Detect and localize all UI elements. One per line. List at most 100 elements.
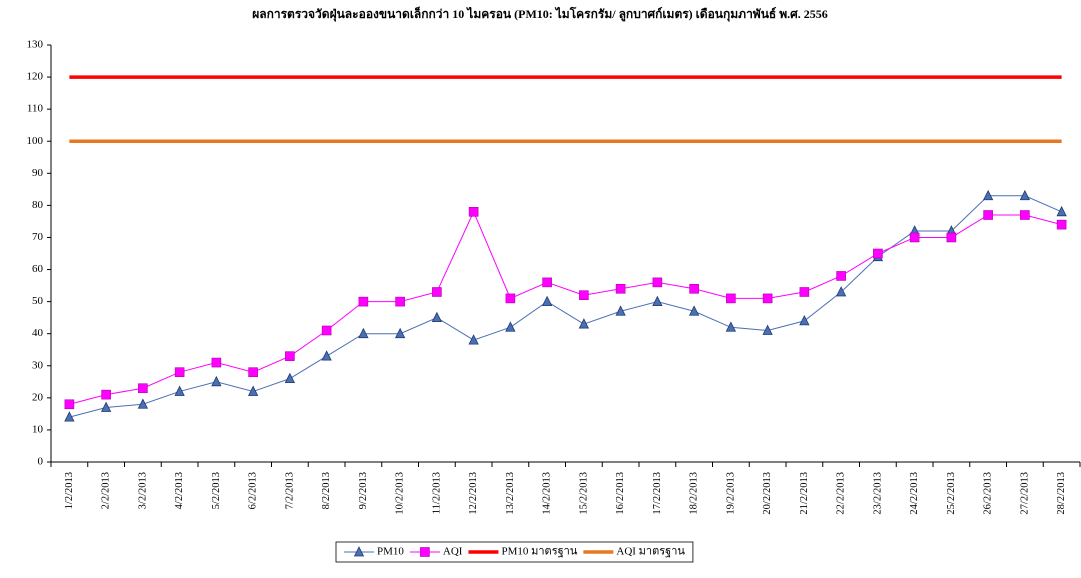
y-tick-label: 120 xyxy=(27,71,44,83)
point xyxy=(138,383,148,394)
point xyxy=(468,207,479,217)
point xyxy=(873,248,883,259)
point xyxy=(726,293,736,304)
point xyxy=(394,327,406,339)
point xyxy=(64,399,75,410)
x-tick-label: 18/2/2013 xyxy=(689,472,700,515)
x-tick-label: 28/2/2013 xyxy=(1056,472,1067,515)
chart-title: ผลการตรวจวัดฝุ่นละอองขนาดเล็กกว่า 10 ไมค… xyxy=(252,6,828,22)
point xyxy=(101,389,111,400)
x-tick-label: 22/2/2013 xyxy=(836,472,847,515)
y-tick-label: 30 xyxy=(32,359,44,371)
x-tick-label: 27/2/2013 xyxy=(1019,472,1030,515)
point xyxy=(1056,219,1067,230)
point xyxy=(358,296,369,307)
legend-label: AQI มาตรฐาน xyxy=(616,546,685,558)
x-tick-label: 13/2/2013 xyxy=(505,472,516,515)
legend-label: AQI xyxy=(443,546,463,558)
legend-label: PM10 xyxy=(377,546,404,558)
x-tick-label: 1/2/2013 xyxy=(64,472,75,509)
x-tick-label: 3/2/2013 xyxy=(137,472,148,509)
y-tick-label: 50 xyxy=(32,295,44,307)
point xyxy=(688,305,700,316)
point xyxy=(211,375,222,387)
x-tick-label: 20/2/2013 xyxy=(762,472,773,515)
legend-box xyxy=(335,541,694,563)
point xyxy=(431,311,443,323)
point xyxy=(321,325,332,336)
point xyxy=(982,189,994,201)
point xyxy=(799,287,810,297)
point xyxy=(762,324,773,335)
x-tick-label: 25/2/2013 xyxy=(946,472,957,515)
legend-item: AQI มาตรฐาน xyxy=(583,546,685,558)
point xyxy=(578,318,590,329)
point xyxy=(468,334,479,345)
point xyxy=(420,547,430,557)
point xyxy=(615,305,626,316)
x-tick-label: 5/2/2013 xyxy=(211,472,222,509)
y-tick-label: 80 xyxy=(32,199,44,211)
y-tick-label: 10 xyxy=(32,423,44,435)
point xyxy=(799,314,810,326)
point xyxy=(909,232,920,243)
point xyxy=(100,401,112,412)
point xyxy=(836,271,846,281)
point xyxy=(64,411,75,422)
x-tick-label: 4/2/2013 xyxy=(174,472,185,509)
legend-item: AQI xyxy=(409,546,463,558)
legend: PM10 AQI PM10 มาตรฐาน AQI มาตรฐาน xyxy=(335,541,694,563)
legend-item: PM10 xyxy=(344,546,404,558)
point xyxy=(1019,189,1031,201)
point xyxy=(284,372,296,384)
x-tick-label: 11/2/2013 xyxy=(431,472,442,514)
point xyxy=(652,295,663,307)
point xyxy=(505,293,516,304)
x-tick-label: 15/2/2013 xyxy=(578,472,589,515)
x-tick-label: 16/2/2013 xyxy=(615,472,626,515)
point xyxy=(174,367,185,377)
y-tick-label: 60 xyxy=(32,263,44,275)
point xyxy=(835,286,847,297)
point xyxy=(1056,205,1067,217)
point xyxy=(247,385,259,396)
point xyxy=(762,293,773,304)
x-tick-label: 12/2/2013 xyxy=(468,472,479,515)
x-tick-label: 26/2/2013 xyxy=(983,472,994,515)
point xyxy=(353,546,365,557)
y-tick-label: 130 xyxy=(27,39,44,51)
point xyxy=(689,283,699,294)
y-tick-label: 70 xyxy=(32,231,44,243)
point xyxy=(248,367,258,377)
point xyxy=(615,283,626,294)
x-tick-label: 2/2/2013 xyxy=(101,472,112,509)
y-tick-label: 20 xyxy=(32,391,44,403)
point xyxy=(137,398,149,409)
point xyxy=(174,385,185,396)
x-tick-label: 24/2/2013 xyxy=(909,472,920,515)
legend-item: PM10 มาตรฐาน xyxy=(468,546,578,558)
point xyxy=(541,295,553,307)
x-tick-label: 17/2/2013 xyxy=(652,472,663,515)
x-tick-label: 9/2/2013 xyxy=(358,472,369,509)
point xyxy=(542,277,552,288)
x-tick-label: 23/2/2013 xyxy=(872,472,883,515)
y-tick-label: 0 xyxy=(38,456,44,468)
point xyxy=(1020,210,1030,220)
x-tick-label: 21/2/2013 xyxy=(799,472,810,515)
y-tick-label: 100 xyxy=(27,135,44,147)
y-tick-label: 90 xyxy=(32,167,44,179)
point xyxy=(725,321,737,332)
x-tick-label: 8/2/2013 xyxy=(321,472,332,509)
point xyxy=(321,350,332,361)
x-tick-label: 7/2/2013 xyxy=(284,472,295,509)
point xyxy=(285,351,295,361)
y-tick-label: 40 xyxy=(32,327,44,339)
series-line xyxy=(69,195,1062,418)
point xyxy=(946,232,957,243)
x-tick-label: 10/2/2013 xyxy=(395,472,406,515)
y-tick-label: 110 xyxy=(27,103,44,115)
x-tick-label: 19/2/2013 xyxy=(725,472,736,515)
point xyxy=(983,210,993,220)
